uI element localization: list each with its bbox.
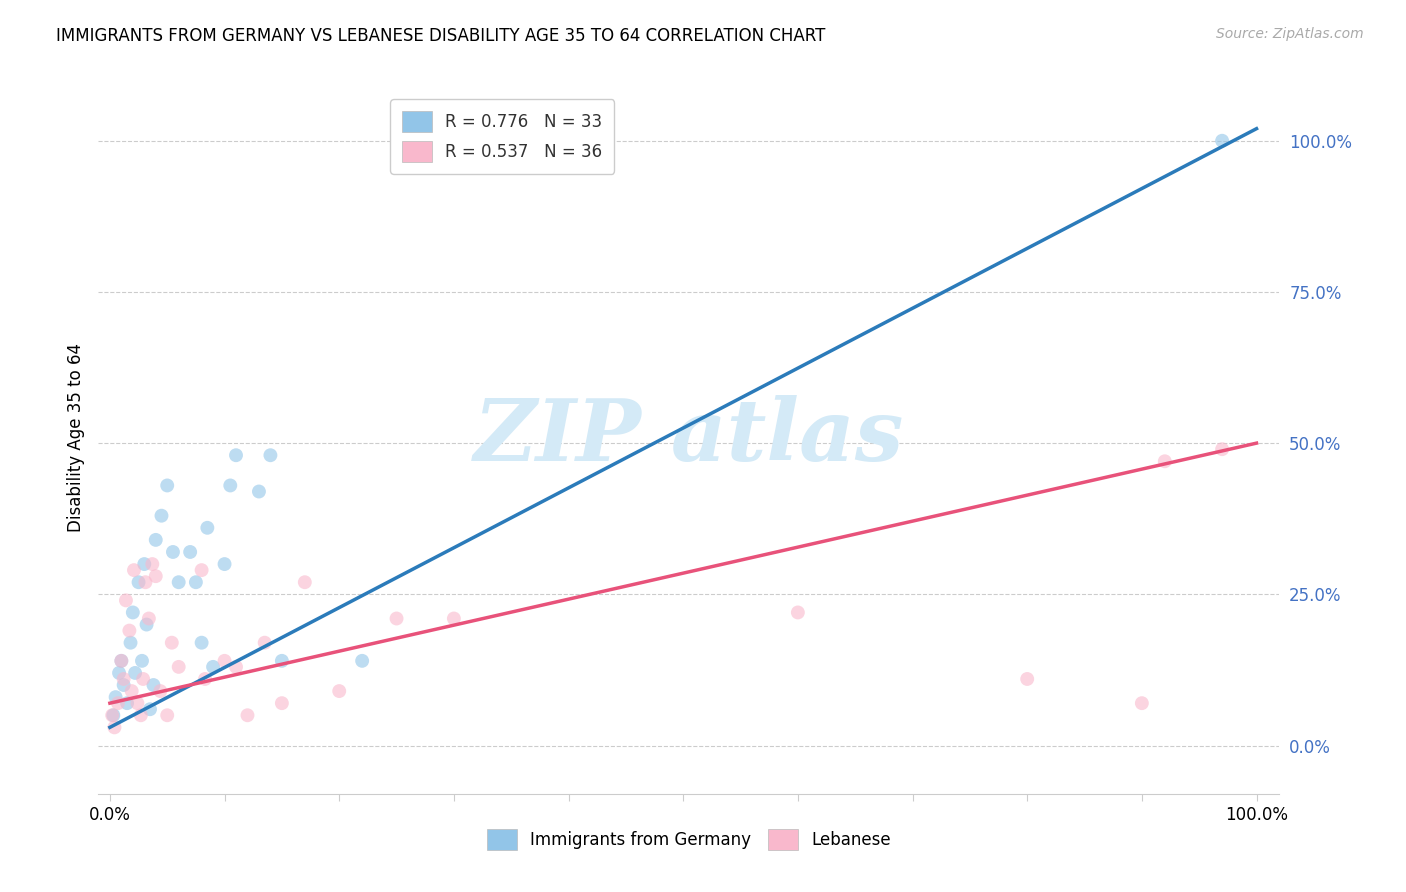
Point (247, 484, 270, 499)
Point (145, 533, 167, 547)
Point (101, 708, 124, 723)
Point (214, 557, 236, 571)
Point (131, 654, 153, 668)
Point (352, 654, 374, 668)
Point (127, 696, 149, 710)
Point (328, 684, 350, 698)
Point (219, 478, 242, 492)
Point (129, 708, 152, 723)
Point (124, 665, 146, 680)
Point (194, 672, 217, 686)
Point (141, 557, 163, 571)
Point (225, 660, 247, 674)
Point (160, 636, 183, 650)
Point (1211, 134, 1233, 148)
Point (107, 696, 129, 710)
Point (134, 557, 156, 571)
Point (294, 575, 316, 590)
Point (1211, 442, 1233, 457)
Point (150, 508, 173, 523)
Point (135, 617, 157, 632)
Point (121, 684, 143, 698)
Point (259, 448, 281, 462)
Point (115, 696, 138, 710)
Point (139, 702, 162, 716)
Point (1130, 696, 1153, 710)
Point (156, 478, 179, 492)
Point (145, 569, 167, 583)
Point (236, 708, 259, 723)
Point (103, 708, 125, 723)
Text: Source: ZipAtlas.com: Source: ZipAtlas.com (1216, 27, 1364, 41)
Point (162, 545, 184, 559)
Point (110, 654, 132, 668)
Point (385, 611, 408, 625)
Point (138, 611, 160, 625)
Point (142, 678, 165, 692)
Point (270, 654, 292, 668)
Point (121, 606, 143, 620)
Legend: Immigrants from Germany, Lebanese: Immigrants from Germany, Lebanese (481, 822, 897, 857)
Point (104, 690, 127, 705)
Point (225, 448, 247, 462)
Point (202, 660, 225, 674)
Text: IMMIGRANTS FROM GERMANY VS LEBANESE DISABILITY AGE 35 TO 64 CORRELATION CHART: IMMIGRANTS FROM GERMANY VS LEBANESE DISA… (56, 27, 825, 45)
Point (195, 521, 218, 535)
Point (112, 678, 135, 692)
Point (149, 684, 172, 698)
Point (134, 575, 156, 590)
Point (786, 606, 808, 620)
Point (122, 563, 145, 577)
Point (156, 708, 179, 723)
Point (184, 575, 207, 590)
Point (1153, 454, 1175, 468)
Point (115, 593, 138, 607)
Point (190, 636, 212, 650)
Text: ZIP atlas: ZIP atlas (474, 395, 904, 479)
Point (103, 720, 125, 734)
Point (112, 672, 135, 686)
Point (120, 636, 142, 650)
Point (118, 624, 141, 638)
Point (270, 696, 292, 710)
Point (167, 575, 190, 590)
Point (443, 611, 465, 625)
Point (1017, 672, 1039, 686)
Point (110, 654, 132, 668)
Point (167, 660, 190, 674)
Point (128, 575, 150, 590)
Y-axis label: Disability Age 35 to 64: Disability Age 35 to 64 (66, 343, 84, 532)
Point (179, 545, 201, 559)
Point (190, 563, 212, 577)
Point (214, 654, 236, 668)
Point (108, 665, 131, 680)
Point (253, 636, 276, 650)
Point (132, 672, 155, 686)
